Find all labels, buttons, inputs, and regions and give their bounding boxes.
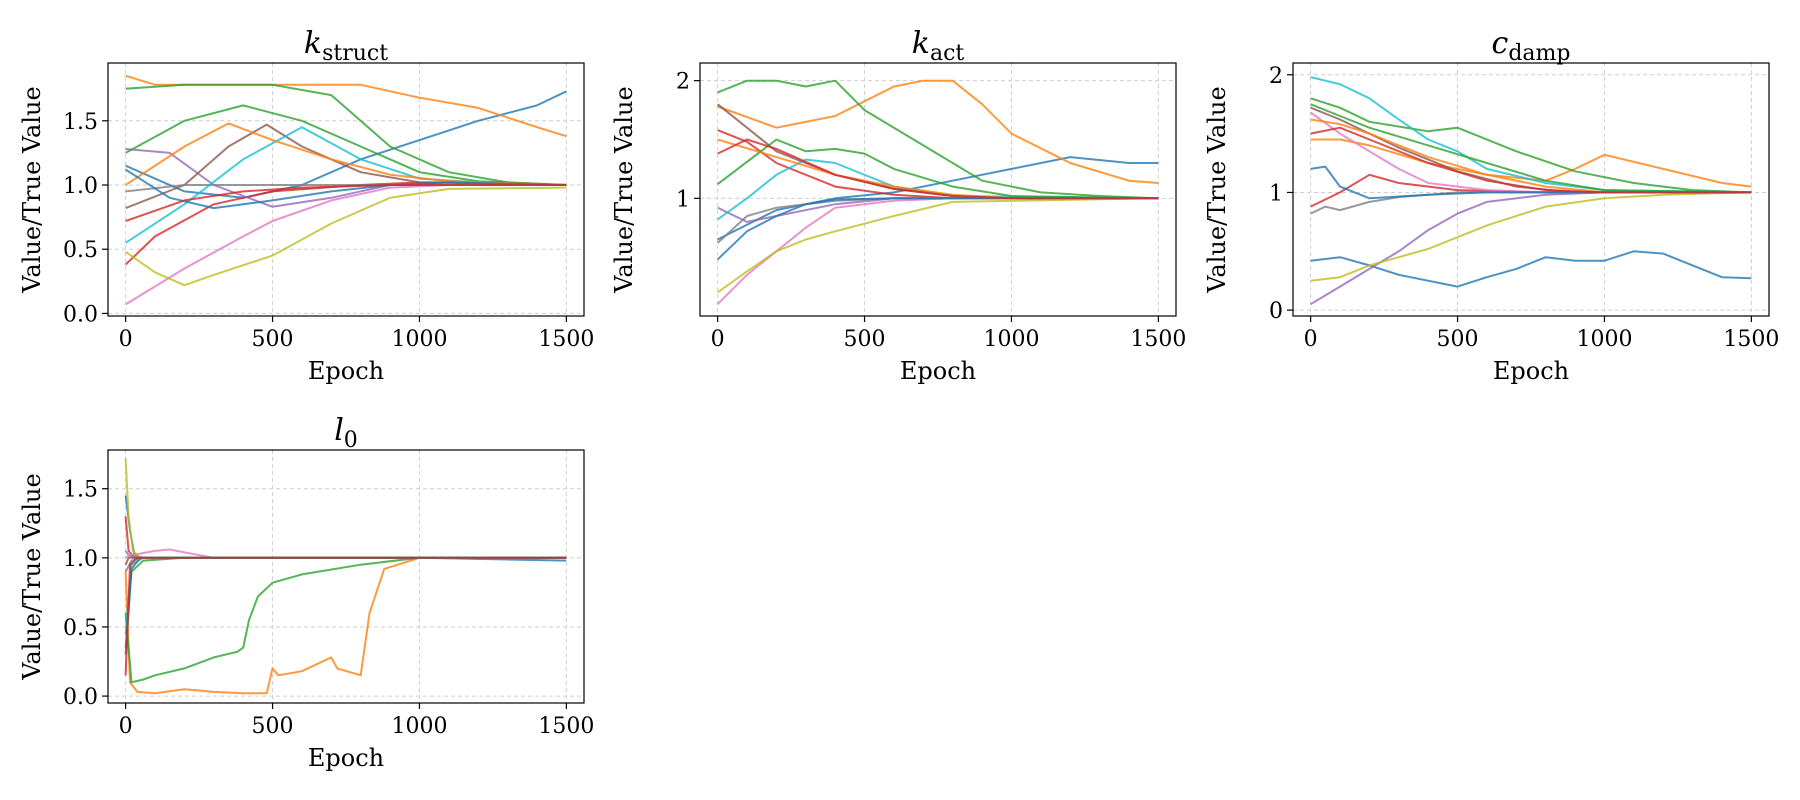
series-line-11: [716, 138, 1159, 200]
series-line-7: [125, 548, 567, 559]
series-group: [124, 458, 567, 695]
x-tick-label: 0: [119, 714, 133, 739]
series-line-10: [1310, 76, 1752, 194]
y-tick-label: 1.0: [63, 547, 98, 572]
x-tick-label: 500: [252, 714, 294, 739]
series-line-1: [1310, 250, 1752, 288]
x-tick-label: 1000: [391, 714, 447, 739]
x-tick-label: 1000: [1576, 327, 1632, 352]
y-axis-label: Value/True Value: [610, 86, 638, 293]
x-tick-label: 500: [252, 327, 294, 352]
panel-title-subscript: act: [930, 41, 964, 66]
series-line-3: [125, 83, 567, 186]
series-line-3: [717, 79, 1159, 200]
panel-title-subscript: damp: [1508, 41, 1570, 66]
y-axis-label: Value/True Value: [18, 86, 46, 293]
plot-frame: [107, 449, 585, 704]
panel-title: cdamp: [1492, 26, 1571, 66]
series-line-11: [125, 104, 567, 186]
series-line-13: [125, 168, 567, 210]
series-line-12: [125, 122, 567, 186]
x-tick-label: 1500: [538, 714, 594, 739]
series-line-10: [124, 556, 567, 634]
series-line-9: [717, 197, 1159, 294]
x-axis-label: Epoch: [308, 744, 384, 772]
x-tick-label: 1500: [1723, 327, 1779, 352]
panel-title: kact: [912, 26, 965, 66]
y-axis-label: Value/True Value: [18, 473, 46, 680]
series-line-14: [1310, 126, 1752, 194]
chart-panel-4: 0 500 1000 1500 0.0 0.5 1.0 1.5 Epoch Value/True …: [18, 413, 594, 772]
panel-title: l0: [334, 413, 358, 453]
y-tick-label: 0.0: [63, 685, 98, 710]
series-line-9: [125, 186, 567, 287]
x-tick-label: 1000: [983, 327, 1039, 352]
y-tick-label: 2: [1269, 64, 1283, 89]
series-line-9: [124, 458, 567, 559]
series-line-4: [124, 516, 567, 559]
series-group: [124, 74, 567, 306]
y-tick-label: 0.5: [63, 238, 98, 263]
series-line-2: [717, 79, 1159, 184]
x-tick-label: 500: [1437, 327, 1479, 352]
plot-frame: [107, 62, 585, 317]
series-group: [1310, 76, 1752, 306]
chart-panel-3: 0 500 1000 1500 0 1 2 Epoch Value/True Value cdam…: [1203, 26, 1779, 385]
x-tick-label: 1000: [391, 327, 447, 352]
x-tick-label: 0: [711, 327, 725, 352]
series-line-1: [124, 495, 567, 562]
panel-title-main: l: [334, 413, 344, 448]
x-tick-label: 0: [119, 327, 133, 352]
series-line-11: [124, 556, 567, 648]
panel-title-main: k: [912, 26, 930, 61]
series-line-14: [717, 138, 1159, 200]
series-line-3: [124, 556, 567, 684]
y-tick-label: 1.5: [63, 110, 98, 135]
series-line-10: [717, 158, 1159, 221]
series-line-6: [125, 123, 567, 210]
chart-panel-1: 0 500 1000 1500 0.0 0.5 1.0 1.5 Epoch Value/True …: [18, 26, 594, 385]
series-line-2: [124, 556, 567, 695]
y-tick-label: 2: [676, 70, 690, 95]
series-line-9: [1310, 191, 1752, 282]
plot-frame: [699, 62, 1177, 317]
panel-title-subscript: 0: [344, 428, 358, 453]
x-tick-label: 1500: [1130, 327, 1186, 352]
y-tick-label: 1: [676, 187, 690, 212]
x-axis-label: Epoch: [308, 357, 384, 385]
x-tick-label: 0: [1304, 327, 1318, 352]
series-line-3: [1310, 97, 1752, 194]
panel-title: kstruct: [304, 26, 388, 66]
y-tick-label: 1.0: [63, 174, 98, 199]
y-tick-label: 1.5: [63, 478, 98, 503]
series-line-4: [717, 129, 1159, 200]
series-line-11: [1310, 103, 1752, 194]
chart-panel-2: 0 500 1000 1500 1 2 Epoch Value/True Value kact: [610, 26, 1186, 385]
x-tick-label: 1500: [538, 327, 594, 352]
series-group: [716, 79, 1159, 305]
panel-title-subscript: struct: [322, 41, 388, 66]
y-tick-label: 0.0: [63, 302, 98, 327]
series-line-5: [1310, 191, 1752, 306]
y-tick-label: 1: [1269, 181, 1283, 206]
panel-title-main: c: [1492, 26, 1509, 61]
series-line-13: [124, 556, 567, 676]
series-line-14: [125, 184, 567, 222]
y-tick-label: 0: [1269, 299, 1283, 324]
panel-title-main: k: [304, 26, 322, 61]
y-tick-label: 0.5: [63, 616, 98, 641]
y-axis-label: Value/True Value: [1203, 86, 1231, 293]
plot-frame: [1292, 62, 1770, 317]
series-line-5: [717, 197, 1159, 223]
x-tick-label: 500: [844, 327, 886, 352]
series-line-12: [124, 556, 567, 655]
x-axis-label: Epoch: [900, 357, 976, 385]
x-axis-label: Epoch: [1493, 357, 1569, 385]
